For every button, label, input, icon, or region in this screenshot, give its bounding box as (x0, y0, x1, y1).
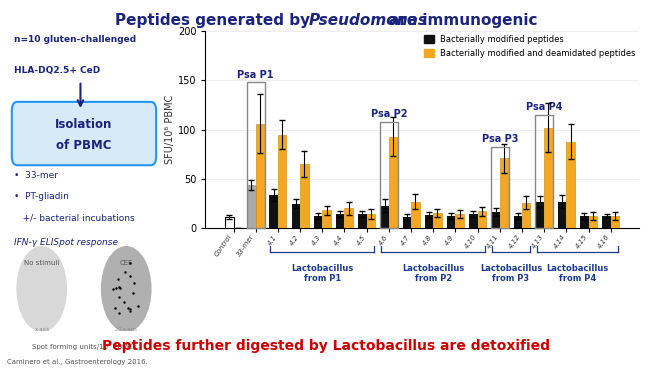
Text: Psa P4: Psa P4 (526, 102, 563, 112)
Bar (522, 202, 531, 228)
Bar (544, 128, 553, 228)
Bar (469, 215, 478, 228)
Bar (358, 215, 366, 228)
Circle shape (17, 247, 67, 331)
Bar (558, 202, 567, 228)
Bar (611, 216, 619, 228)
Text: Peptides further digested by Lactobacillus are detoxified: Peptides further digested by Lactobacill… (102, 339, 550, 353)
Bar (425, 215, 434, 228)
Bar (246, 82, 265, 228)
Bar (491, 148, 509, 228)
Text: Peptides generated by               are immunogenic: Peptides generated by are immunogenic (115, 13, 537, 28)
Text: Lactobacillus
from P4: Lactobacillus from P4 (546, 263, 609, 283)
Text: 20 x axis: 20 x axis (115, 327, 137, 332)
Bar (567, 142, 575, 228)
Bar (492, 212, 500, 228)
Bar (278, 135, 286, 228)
Bar (580, 216, 589, 228)
Bar (434, 213, 441, 228)
Legend: Bacterially modified peptides, Bacterially modified and deamidated peptides: Bacterially modified peptides, Bacterial… (421, 32, 639, 61)
Bar (247, 185, 256, 228)
Bar (478, 212, 486, 228)
Bar (322, 210, 331, 228)
Bar (269, 195, 278, 228)
Bar (300, 164, 308, 228)
Y-axis label: SFU/10⁶ PBMC: SFU/10⁶ PBMC (165, 95, 175, 164)
Text: Psa P2: Psa P2 (370, 109, 407, 119)
Bar (411, 202, 419, 228)
Bar (225, 217, 233, 228)
Bar (379, 122, 398, 228)
Text: •  33-mer: • 33-mer (14, 171, 57, 180)
Circle shape (102, 247, 151, 331)
Bar (536, 202, 544, 228)
Bar (381, 205, 389, 228)
Bar (403, 217, 411, 228)
Bar (389, 137, 397, 228)
Text: Lactobacillus
from P1: Lactobacillus from P1 (291, 263, 353, 283)
Text: Lactobacillus
from P3: Lactobacillus from P3 (480, 263, 542, 283)
Bar (344, 208, 353, 228)
Bar (535, 115, 554, 228)
Text: Psa P3: Psa P3 (482, 134, 518, 145)
Text: Isolation: Isolation (55, 118, 113, 131)
Text: of PBMC: of PBMC (56, 139, 111, 152)
FancyBboxPatch shape (12, 102, 156, 165)
Bar (366, 215, 375, 228)
Text: No stimuli: No stimuli (24, 260, 59, 266)
Bar (336, 215, 344, 228)
Text: Caminero et al., Gastroenterology 2016.: Caminero et al., Gastroenterology 2016. (7, 359, 147, 365)
Text: Pseudomonas: Pseudomonas (309, 13, 428, 28)
Bar (514, 216, 522, 228)
Text: +/- bacterial incubations: +/- bacterial incubations (14, 213, 134, 223)
Text: Psa P1: Psa P1 (237, 70, 274, 79)
Bar (500, 158, 509, 228)
Text: x axis: x axis (35, 327, 49, 332)
Text: IFN-γ ELISpot response: IFN-γ ELISpot response (14, 238, 117, 247)
Bar (456, 215, 464, 228)
Text: Lactobacillus
from P2: Lactobacillus from P2 (402, 263, 464, 283)
Text: •  PT-gliadin: • PT-gliadin (14, 192, 68, 201)
Bar (314, 216, 322, 228)
Text: CEF: CEF (120, 260, 133, 266)
Bar (602, 216, 611, 228)
Bar (589, 216, 597, 228)
Text: Spot forming units/10⁶ PBMCs: Spot forming units/10⁶ PBMCs (32, 343, 136, 350)
Text: HLA-DQ2.5+ CeD: HLA-DQ2.5+ CeD (14, 66, 100, 75)
Bar (291, 204, 300, 228)
Bar (447, 216, 456, 228)
Bar (256, 124, 264, 228)
Text: n=10 gluten-challenged: n=10 gluten-challenged (14, 35, 136, 45)
